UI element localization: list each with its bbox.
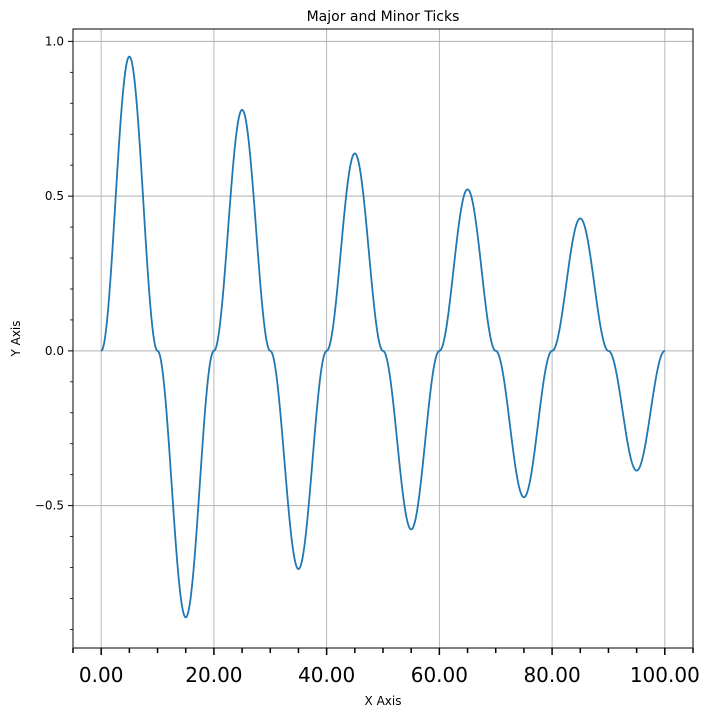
series-line [100,55,666,619]
x-tick-label: 80.00 [523,663,580,687]
x-tick-label: 100.00 [630,663,700,687]
x-tick-label: 0.00 [79,663,124,687]
y-tick-label: −0.5 [35,499,64,513]
plot-area-frame [72,28,694,649]
x-tick-label: 20.00 [185,663,242,687]
y-axis-label: Y Axis [9,320,23,357]
x-tick-label: 60.00 [411,663,468,687]
chart-title: Major and Minor Ticks [307,9,460,25]
y-tick-label: 0.5 [45,189,64,203]
x-tick-label: 40.00 [298,663,355,687]
tick-labels-group: 0.00 20.00 40.00 60.00 80.00 100.00 −0.5 0.0 0.5… [35,34,700,687]
series-group [100,55,666,619]
y-tick-label: 0.0 [45,344,64,358]
x-axis-label: X Axis [365,694,402,708]
grid [73,29,693,648]
y-tick-label: 1.0 [45,34,64,48]
